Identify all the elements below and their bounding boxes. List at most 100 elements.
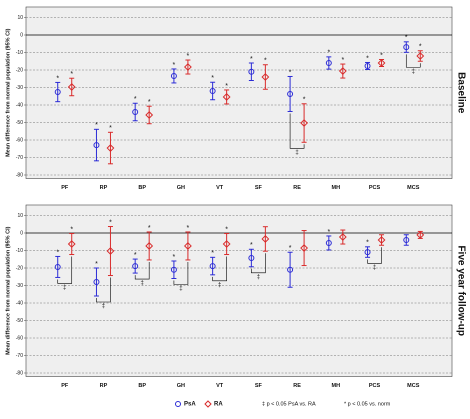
- point: [377, 236, 386, 244]
- point: [222, 93, 231, 101]
- significance-star: *: [211, 75, 214, 82]
- point: [300, 244, 308, 252]
- plot-area: [25, 204, 453, 377]
- x-tick-label: SF: [255, 185, 263, 191]
- legend-marker: [175, 401, 181, 407]
- significance-star: *: [211, 250, 214, 257]
- point: [145, 242, 154, 250]
- significance-star: *: [327, 50, 330, 57]
- legend-label: RA: [214, 402, 223, 408]
- x-tick-label: BP: [138, 383, 146, 389]
- significance-star: *: [95, 261, 98, 268]
- point: [93, 142, 100, 149]
- significance-star: *: [148, 99, 151, 106]
- y-tick-label: -40: [16, 300, 23, 306]
- point: [248, 68, 255, 75]
- sig-label: ‡: [373, 265, 376, 271]
- point: [403, 44, 410, 51]
- x-tick-label: PCS: [369, 185, 381, 191]
- x-tick-label: MCS: [407, 185, 420, 191]
- point: [184, 242, 192, 250]
- point: [248, 255, 255, 262]
- x-tick-label: SF: [255, 383, 263, 389]
- y-tick-label: -10: [16, 50, 23, 56]
- significance-star: *: [380, 52, 383, 59]
- y-tick-label: -60: [16, 137, 23, 143]
- significance-star: *: [56, 75, 59, 82]
- y-tick-label: -50: [16, 318, 23, 324]
- point: [338, 67, 347, 75]
- sig-bracket: [367, 247, 382, 264]
- y-tick-label: -30: [16, 85, 23, 91]
- significance-star: *: [366, 55, 369, 62]
- sig-bracket: [96, 277, 111, 303]
- legend-label: PsA: [184, 402, 196, 408]
- sig-bracket: [405, 54, 421, 68]
- significance-star: *: [187, 225, 190, 232]
- significance-star: *: [264, 58, 267, 65]
- plot-area: [25, 6, 453, 179]
- significance-star: *: [134, 252, 137, 259]
- point: [209, 263, 216, 270]
- y-tick-label: 10: [17, 15, 23, 21]
- significance-star: *: [225, 83, 228, 90]
- point: [261, 235, 270, 243]
- point: [132, 109, 139, 115]
- sig-bracket: [251, 253, 266, 274]
- sig-bracket: [173, 261, 189, 285]
- x-tick-label: MH: [332, 185, 341, 191]
- x-tick-label: RE: [293, 185, 301, 191]
- x-tick-label: PF: [61, 383, 69, 389]
- point: [170, 72, 177, 79]
- panel-title: Baseline: [455, 72, 466, 114]
- point: [54, 89, 61, 96]
- x-tick-label: RE: [293, 383, 301, 389]
- significance-star: *: [250, 56, 253, 63]
- point: [209, 88, 216, 94]
- y-tick-label: 0: [20, 230, 23, 236]
- point: [67, 240, 76, 248]
- significance-star: *: [250, 242, 253, 249]
- y-tick-label: 0: [20, 32, 23, 38]
- significance-star: *: [173, 254, 176, 261]
- sig-label: ‡: [63, 285, 66, 291]
- x-tick-label: RP: [100, 185, 108, 191]
- y-tick-label: 10: [17, 213, 23, 219]
- significance-star: *: [56, 249, 59, 256]
- sig-label: ‡: [218, 282, 221, 288]
- x-tick-label: GH: [177, 383, 185, 389]
- x-tick-label: MCS: [407, 383, 420, 389]
- sig-label: ‡: [102, 304, 105, 310]
- y-axis-label: Mean difference from normal population (…: [5, 226, 11, 355]
- panel-title: Five year follow-up: [455, 245, 466, 336]
- y-tick-label: -80: [16, 370, 23, 376]
- y-tick-label: -20: [16, 67, 23, 73]
- significance-star: *: [95, 122, 98, 129]
- y-tick-label: -20: [16, 265, 23, 271]
- x-tick-label: PF: [61, 185, 69, 191]
- x-tick-label: VT: [216, 185, 224, 191]
- point: [54, 263, 61, 270]
- significance-star: *: [405, 35, 408, 42]
- point: [416, 52, 425, 60]
- point: [416, 231, 425, 239]
- x-tick-label: RP: [100, 383, 108, 389]
- y-axis-label: Mean difference from normal population (…: [5, 28, 11, 157]
- sig-bracket: [57, 256, 73, 284]
- point: [184, 63, 192, 71]
- point: [170, 266, 177, 273]
- significance-star: *: [341, 57, 344, 64]
- point: [67, 83, 76, 91]
- y-tick-label: -70: [16, 155, 23, 161]
- point: [287, 266, 294, 273]
- significance-star: *: [419, 44, 422, 51]
- point: [106, 144, 115, 152]
- significance-star: *: [327, 229, 330, 236]
- point: [222, 240, 231, 248]
- point: [325, 239, 332, 246]
- point: [403, 237, 410, 243]
- significance-star: *: [225, 226, 228, 233]
- sig-label: ‡: [257, 274, 260, 280]
- point: [338, 233, 347, 241]
